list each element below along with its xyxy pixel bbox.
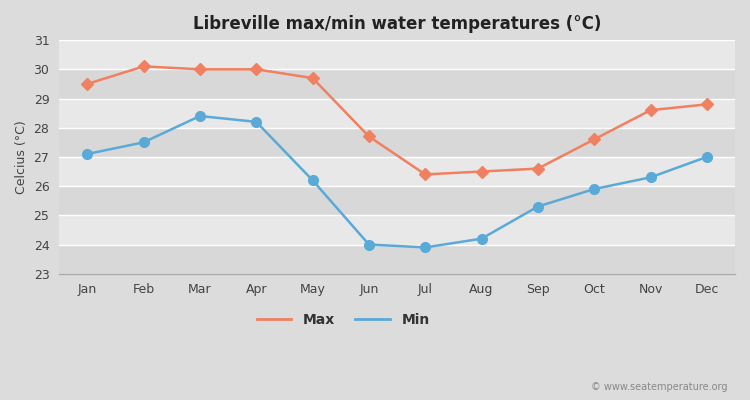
- Bar: [59, 40, 735, 69]
- Bar: [59, 215, 735, 244]
- Title: Libreville max/min water temperatures (°C): Libreville max/min water temperatures (°…: [193, 15, 602, 33]
- Bar: [59, 98, 735, 128]
- Bar: [59, 128, 735, 157]
- Bar: [59, 186, 735, 215]
- Text: © www.seatemperature.org: © www.seatemperature.org: [591, 382, 728, 392]
- Bar: [59, 244, 735, 274]
- Bar: [59, 157, 735, 186]
- Y-axis label: Celcius (°C): Celcius (°C): [15, 120, 28, 194]
- Legend: Max, Min: Max, Min: [251, 307, 435, 332]
- Bar: [59, 69, 735, 98]
